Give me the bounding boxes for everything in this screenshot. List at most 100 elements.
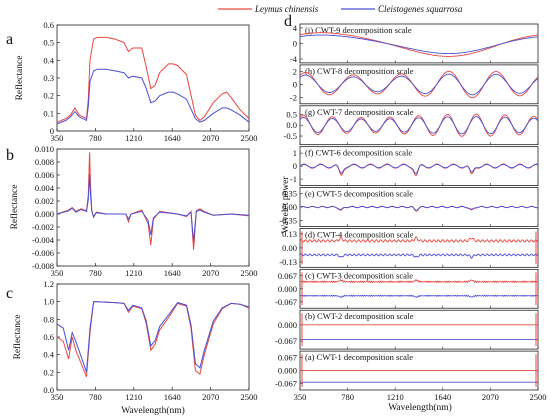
cwt-5-title: (e) CWT-5 decomposition scale xyxy=(305,189,413,199)
cwt-8-ytick-label: 0 xyxy=(293,79,297,89)
cwt-4-series-blue xyxy=(299,253,539,260)
cwt-5-series-blue xyxy=(299,205,539,211)
panel-a-ytick-label: 0.1 xyxy=(43,108,54,118)
panel-a-series-blue xyxy=(56,68,250,125)
cwt-3-ytick-label: 0.000 xyxy=(278,284,297,294)
panel-c-ytick-label: 0.4 xyxy=(43,350,54,360)
panel-a-xtick-label: 2070 xyxy=(202,133,219,143)
cwt-8-series-blue xyxy=(299,73,539,96)
panel-b-ytick-label: 0.002 xyxy=(35,196,54,206)
panel-b-ylabel: Reflectance xyxy=(9,185,20,230)
cwt-1-xtick-label: 2500 xyxy=(530,392,547,402)
cwt-1-title: (a) CWT-1 decomposition scale xyxy=(305,352,413,362)
panel-a-ytick-label: 0 xyxy=(50,126,54,136)
panel-c-series-blue xyxy=(56,301,250,373)
panel-a-xtick-label: 2500 xyxy=(241,133,258,143)
cwt-2-ytick-label: -0.067 xyxy=(275,336,297,346)
cwt-9-series-red xyxy=(299,32,539,57)
panel-b-xtick-label: 2500 xyxy=(241,268,258,278)
panel-a-ylabel: Reflectance xyxy=(14,56,25,101)
legend-label-blue: Cleistogenes squarrosa xyxy=(378,4,463,14)
cwt-1-ytick-label: 0.067 xyxy=(278,353,297,363)
panel-b-ytick-label: 0.008 xyxy=(35,157,54,167)
panel-c-xtick-label: 780 xyxy=(89,392,102,402)
panel-letter-d: d xyxy=(284,13,292,30)
panel-c-xtick-label: 1210 xyxy=(125,392,142,402)
cwt-1-xtick-label: 1640 xyxy=(434,392,451,402)
cwt-4-series-red xyxy=(299,235,539,243)
cwt-6-ytick-label: 0 xyxy=(293,161,297,171)
panel-b-xtick-label: 1640 xyxy=(164,268,181,278)
cwt-6-ytick-label: 1 xyxy=(293,148,297,158)
panel-a-xtick-label: 1640 xyxy=(164,133,181,143)
panel-a-ytick-label: 0.2 xyxy=(43,91,54,101)
cwt-6-series-blue xyxy=(299,164,539,175)
cwt-2-frame xyxy=(299,309,539,350)
panel-b-xtick-label: 780 xyxy=(89,268,102,278)
panel-c-chart: Reflectance Wavelength(nm) 350 780 1210 164… xyxy=(12,279,258,416)
panel-a-ytick-label: 0.6 xyxy=(43,20,54,30)
cwt-4-ytick-label: 0.13 xyxy=(282,229,297,239)
panel-a-chart: Reflectance 350 780 1210 1640 2070 2500 0 0.1 0.… xyxy=(14,20,258,143)
cwt-1-ytick-label: 0.000 xyxy=(278,366,297,376)
panel-b-series-red xyxy=(56,152,250,250)
panel-c-ytick-label: 1.2 xyxy=(43,279,54,289)
panel-a-xtick-label: 350 xyxy=(51,133,64,143)
panel-b-ytick-label: 0.000 xyxy=(35,209,54,219)
cwt-9-title: (i) CWT-9 decomposition scale xyxy=(305,25,412,35)
panel-a-ytick-label: 0.5 xyxy=(43,38,54,48)
cwt-7-series-blue xyxy=(299,116,539,135)
cwt-4-ytick-label: -0.13 xyxy=(279,257,297,267)
panel-a-ytick-label: 0.3 xyxy=(43,73,54,83)
cwt-5-ytick-label: 0.00 xyxy=(282,202,297,212)
panel-b-ytick-label: -0.002 xyxy=(32,222,54,232)
panel-d-chart: Wavelet power Wavelength(nm) (i) CWT-9 d… xyxy=(275,23,546,413)
panel-d-ylabel: Wavelet power xyxy=(281,176,291,234)
cwt-3-series-red xyxy=(299,278,539,284)
cwt-9-series-blue xyxy=(299,34,539,55)
cwt-8-title: (h) CWT-8 decomposition scale xyxy=(305,66,414,76)
panel-c-xtick-label: 1640 xyxy=(164,392,181,402)
panel-b-ytick-label: 0.004 xyxy=(35,183,55,193)
cwt-6-ytick-label: -1 xyxy=(290,174,297,184)
panel-b-chart: Reflectance 350 780 1210 1640 2070 2500 -0.008… xyxy=(9,144,258,278)
panel-c-series-red xyxy=(56,301,250,377)
cwt-4-title: (d) CWT-4 decomposition scale xyxy=(305,229,414,239)
panel-b-ytick-label: 0.006 xyxy=(35,170,54,180)
cwt-3-series-blue xyxy=(299,294,539,299)
cwt-3-title: (c) CWT-3 decomposition scale xyxy=(305,270,413,280)
cwt-2-ytick-label: 0.000 xyxy=(278,320,297,330)
panel-c-ytick-label: 0.8 xyxy=(43,314,54,324)
panel-d-xlabel: Wavelength(nm) xyxy=(388,402,452,413)
cwt-8-ytick-label: 2 xyxy=(293,66,297,76)
cwt-6-title: (f) CWT-6 decomposition scale xyxy=(305,148,412,158)
panel-c-ylabel: Reflectance xyxy=(12,315,23,360)
legend-label-red: Leymus chinensis xyxy=(254,4,319,14)
cwt-5-ytick-label: -0.35 xyxy=(279,216,297,226)
cwt-1-xtick-label: 1210 xyxy=(387,392,404,402)
panel-b-xtick-label: 2070 xyxy=(202,268,219,278)
panel-letter-b: b xyxy=(6,147,14,164)
cwt-3-ytick-label: -0.067 xyxy=(275,297,297,307)
cwt-5-ytick-label: 0.35 xyxy=(282,188,297,198)
cwt-1-xtick-label: 780 xyxy=(341,392,354,402)
cwt-1-xtick-label: 350 xyxy=(294,392,307,402)
panel-c-ytick-label: 1.0 xyxy=(43,297,54,307)
cwt-1-xtick-label: 2070 xyxy=(482,392,499,402)
panel-letter-a: a xyxy=(6,31,13,48)
cwt-6-series-red xyxy=(299,163,539,177)
panel-b-xtick-label: 350 xyxy=(51,268,64,278)
cwt-3-ytick-label: 0.067 xyxy=(278,271,297,281)
panel-b-xtick-label: 1210 xyxy=(125,268,142,278)
cwt-9-ytick-label: 0 xyxy=(293,38,297,48)
panel-b-ytick-label: 0.010 xyxy=(35,144,54,154)
panel-a-ytick-label: 0.4 xyxy=(43,55,54,65)
legend: Leymus chinensis Cleistogenes squarrosa xyxy=(218,4,463,14)
cwt-7-title: (g) CWT-7 decomposition scale xyxy=(305,107,414,117)
panel-b-ytick-label: -0.004 xyxy=(32,235,55,245)
cwt-4-ytick-label: 0.00 xyxy=(282,243,297,253)
cwt-8-ytick-label: -2 xyxy=(290,92,297,102)
panel-b-ytick-label: -0.006 xyxy=(32,248,54,258)
panel-c-xtick-label: 2070 xyxy=(202,392,219,402)
